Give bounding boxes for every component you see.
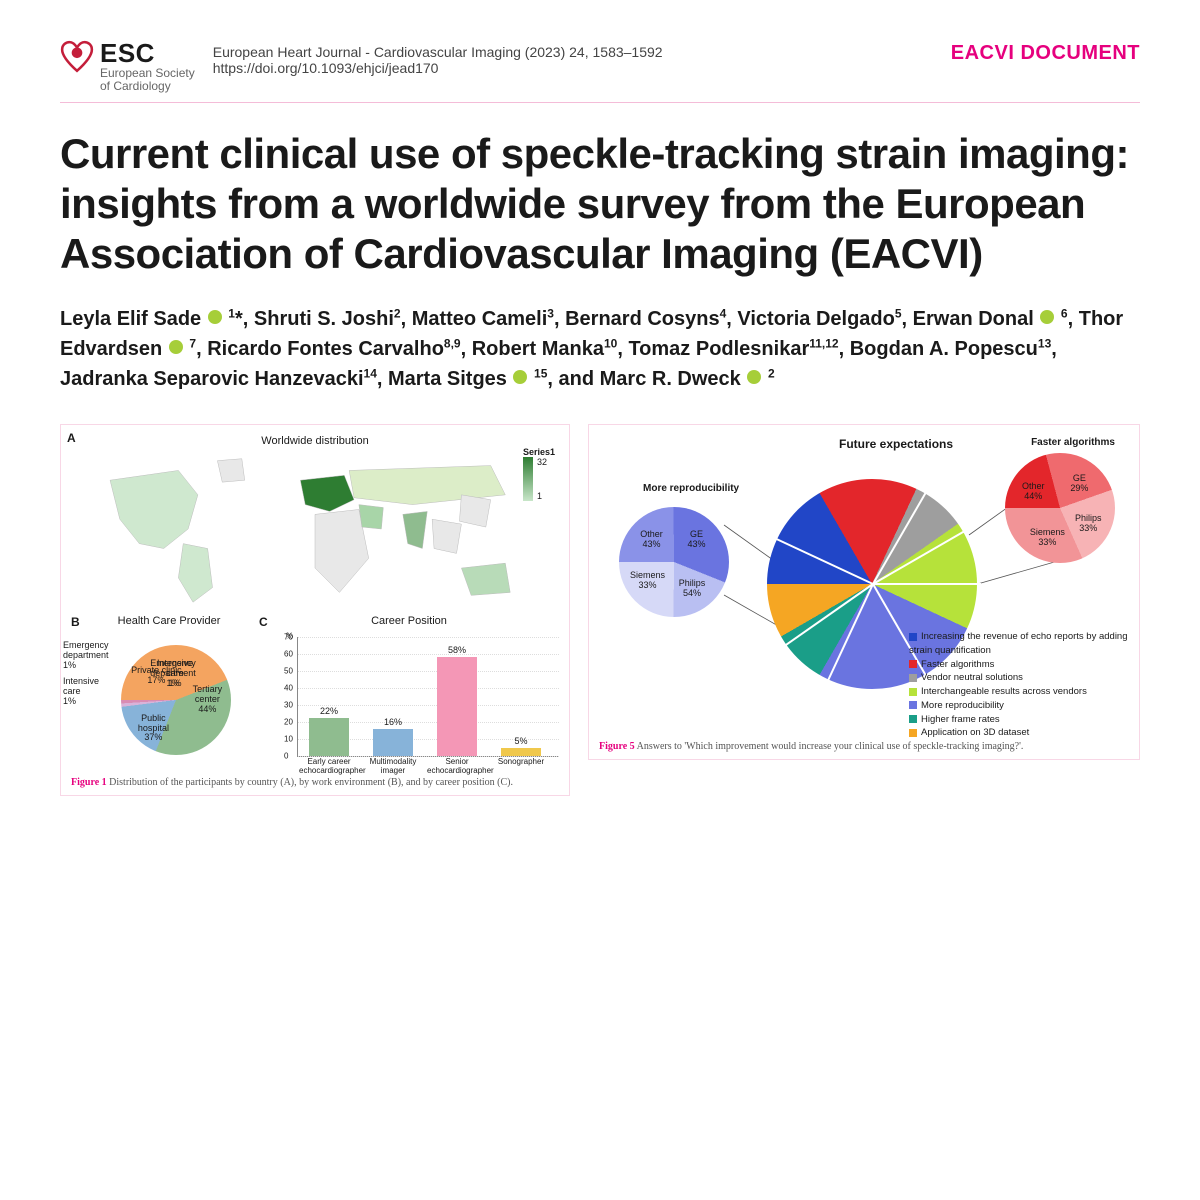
- legend-item: Higher frame rates: [909, 713, 1129, 727]
- fig5-fast-pie: GE29%Philips33%Siemens33%Other44%: [1005, 453, 1115, 563]
- fig1-caption-num: Figure 1: [71, 777, 107, 788]
- document-type-badge: EACVI DOCUMENT: [951, 40, 1140, 65]
- legend-item: Vendor neutral solutions: [909, 671, 1129, 685]
- fig1-panel-b-label: B: [71, 615, 80, 629]
- logo-text-sub2: of Cardiology: [100, 80, 195, 93]
- hcp-pie-chart: Tertiary center44%Public hospital37%Priv…: [121, 645, 231, 755]
- map-legend-min: 1: [537, 491, 547, 501]
- fig1-panel-c-title: Career Position: [259, 615, 559, 627]
- fig5-chart-area: Future expectations Faster algorithms Mo…: [599, 435, 1129, 735]
- fig1-caption-text: Distribution of the participants by coun…: [109, 777, 513, 788]
- fig5-repro-pie: GE43%Philips54%Siemens33%Other43%: [619, 507, 729, 617]
- figures-row: A Worldwide distribution: [60, 424, 1140, 796]
- pie-external-label: Intensivecare1%: [63, 677, 123, 707]
- fig1-panel-c: C Career Position 010203040506070%22%Ear…: [259, 615, 559, 771]
- fig5-sub-fast-title: Faster algorithms: [1031, 437, 1115, 448]
- career-bar-chart: 010203040506070%22%Early career echocard…: [279, 631, 559, 771]
- fig5-legend: Increasing the revenue of echo reports b…: [909, 630, 1129, 740]
- journal-citation: European Heart Journal - Cardiovascular …: [213, 40, 933, 76]
- fig5-sub-repro-title: More reproducibility: [643, 483, 739, 494]
- logo-text-main: ESC: [100, 40, 195, 67]
- logo-text-sub1: European Society: [100, 67, 195, 80]
- journal-line: European Heart Journal - Cardiovascular …: [213, 44, 933, 60]
- legend-item: Interchangeable results across vendors: [909, 685, 1129, 699]
- pie-slice-label: Tertiary center44%: [179, 685, 235, 715]
- fig1-panel-b-title: Health Care Provider: [85, 615, 253, 627]
- pie-slice-label: Other44%: [1005, 482, 1061, 502]
- pie-external-label: Emergencydepartment1%: [63, 641, 123, 671]
- figure-1-panel: A Worldwide distribution: [60, 424, 570, 796]
- legend-item: Increasing the revenue of echo reports b…: [909, 630, 1129, 658]
- fig1-panel-b: B Health Care Provider Tertiary center44…: [71, 615, 253, 771]
- legend-item: Application on 3D dataset: [909, 726, 1129, 740]
- doi-line: https://doi.org/10.1093/ehjci/jead170: [213, 60, 933, 76]
- fig5-title: Future expectations: [839, 437, 953, 451]
- map-legend: Series1 32 1: [523, 447, 555, 501]
- pie-slice-label: Siemens33%: [619, 571, 675, 591]
- map-legend-title: Series1: [523, 447, 555, 457]
- legend-item: More reproducibility: [909, 699, 1129, 713]
- fig5-caption: Figure 5 Answers to 'Which improvement w…: [599, 741, 1129, 753]
- fig5-caption-text: Answers to 'Which improvement would incr…: [637, 741, 1024, 752]
- bar-column: 22%Early career echocardiographer: [306, 718, 352, 756]
- fig1-panel-a-title: Worldwide distribution: [71, 435, 559, 447]
- map-legend-max: 32: [537, 457, 547, 467]
- paper-header: ESC European Society of Cardiology Europ…: [60, 40, 1140, 92]
- bar-column: 16%Multimodality imager: [370, 729, 416, 756]
- bar-column: 58%Senior echocardiographer: [434, 657, 480, 756]
- fig1-caption: Figure 1 Distribution of the participant…: [71, 777, 559, 789]
- esc-heart-icon: [60, 40, 94, 74]
- fig5-caption-num: Figure 5: [599, 741, 635, 752]
- pie-slice-label: Other43%: [624, 530, 680, 550]
- pie-slice-label: Intensive care1%: [147, 659, 203, 689]
- pie-slice-label: Public hospital37%: [125, 714, 181, 744]
- header-divider: [60, 102, 1140, 103]
- pie-slice-label: Siemens33%: [1019, 528, 1075, 548]
- world-map: Series1 32 1: [71, 449, 559, 609]
- figure-5-panel: Future expectations Faster algorithms Mo…: [588, 424, 1140, 760]
- bar-column: 5%Sonographer: [498, 748, 544, 757]
- author-list: Leyla Elif Sade 1*, Shruti S. Joshi2, Ma…: [60, 304, 1140, 394]
- article-title: Current clinical use of speckle-tracking…: [60, 129, 1140, 278]
- fig1-panel-c-label: C: [259, 615, 268, 629]
- esc-logo-block: ESC European Society of Cardiology: [60, 40, 195, 92]
- legend-item: Faster algorithms: [909, 658, 1129, 672]
- fig1-panel-a-label: A: [67, 431, 76, 445]
